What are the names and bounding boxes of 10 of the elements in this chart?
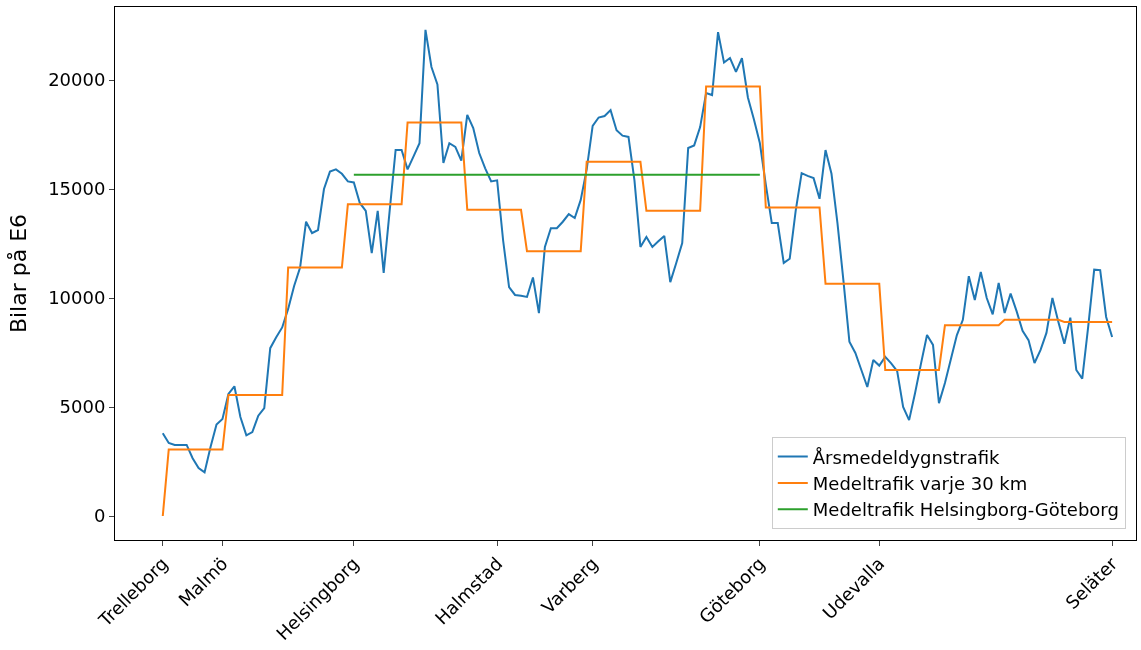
legend-label: Årsmedeldygnstrafik <box>812 446 1001 468</box>
y-tick-label: 15000 <box>48 178 106 200</box>
y-tick-label: 20000 <box>48 69 106 91</box>
y-tick-label: 5000 <box>59 396 106 418</box>
y-tick-label: 10000 <box>48 287 106 309</box>
y-axis-title: Bilar på E6 <box>5 213 31 334</box>
legend-label: Medeltrafik Helsingborg-Göteborg <box>812 499 1119 521</box>
y-tick-label: 0 <box>93 505 106 527</box>
legend-label: Medeltrafik varje 30 km <box>812 472 1028 494</box>
line-series <box>161 28 1114 474</box>
